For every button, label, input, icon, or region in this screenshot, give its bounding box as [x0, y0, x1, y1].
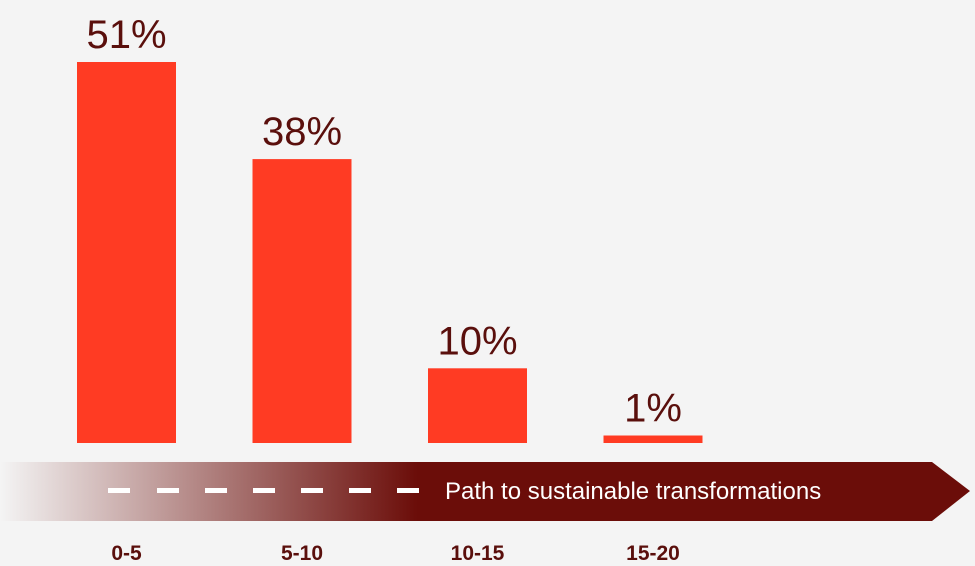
arrow-label: Path to sustainable transformations: [445, 478, 821, 505]
value-label-0-5: 51%: [86, 13, 166, 57]
value-label-15-20: 1%: [624, 387, 682, 431]
arrow-dash: [108, 488, 130, 493]
x-tick-label-10-15: 10-15: [451, 542, 505, 565]
x-tick-label-5-10: 5-10: [281, 542, 323, 565]
bar-15-20: [603, 435, 703, 443]
arrow-dash: [253, 488, 275, 493]
bar-10-15: [428, 368, 527, 443]
arrow-dashes: [108, 488, 419, 493]
path-arrow: Path to sustainable transformations: [0, 462, 970, 521]
arrow-dash: [205, 488, 227, 493]
value-labels: 51% 38% 10% 1%: [86, 13, 681, 431]
arrow-dash: [157, 488, 179, 493]
x-tick-labels: 0-5 5-10 10-15 15-20: [111, 542, 680, 565]
bar-5-10: [252, 159, 352, 443]
bars: [77, 62, 703, 443]
x-tick-label-15-20: 15-20: [626, 542, 680, 565]
arrow-shape: [0, 462, 970, 521]
value-label-10-15: 10%: [437, 319, 517, 363]
x-tick-label-0-5: 0-5: [111, 542, 142, 565]
bar-0-5: [77, 62, 176, 443]
arrow-dash: [397, 488, 419, 493]
value-label-5-10: 38%: [262, 110, 342, 154]
arrow-dash: [301, 488, 323, 493]
arrow-dash: [349, 488, 371, 493]
